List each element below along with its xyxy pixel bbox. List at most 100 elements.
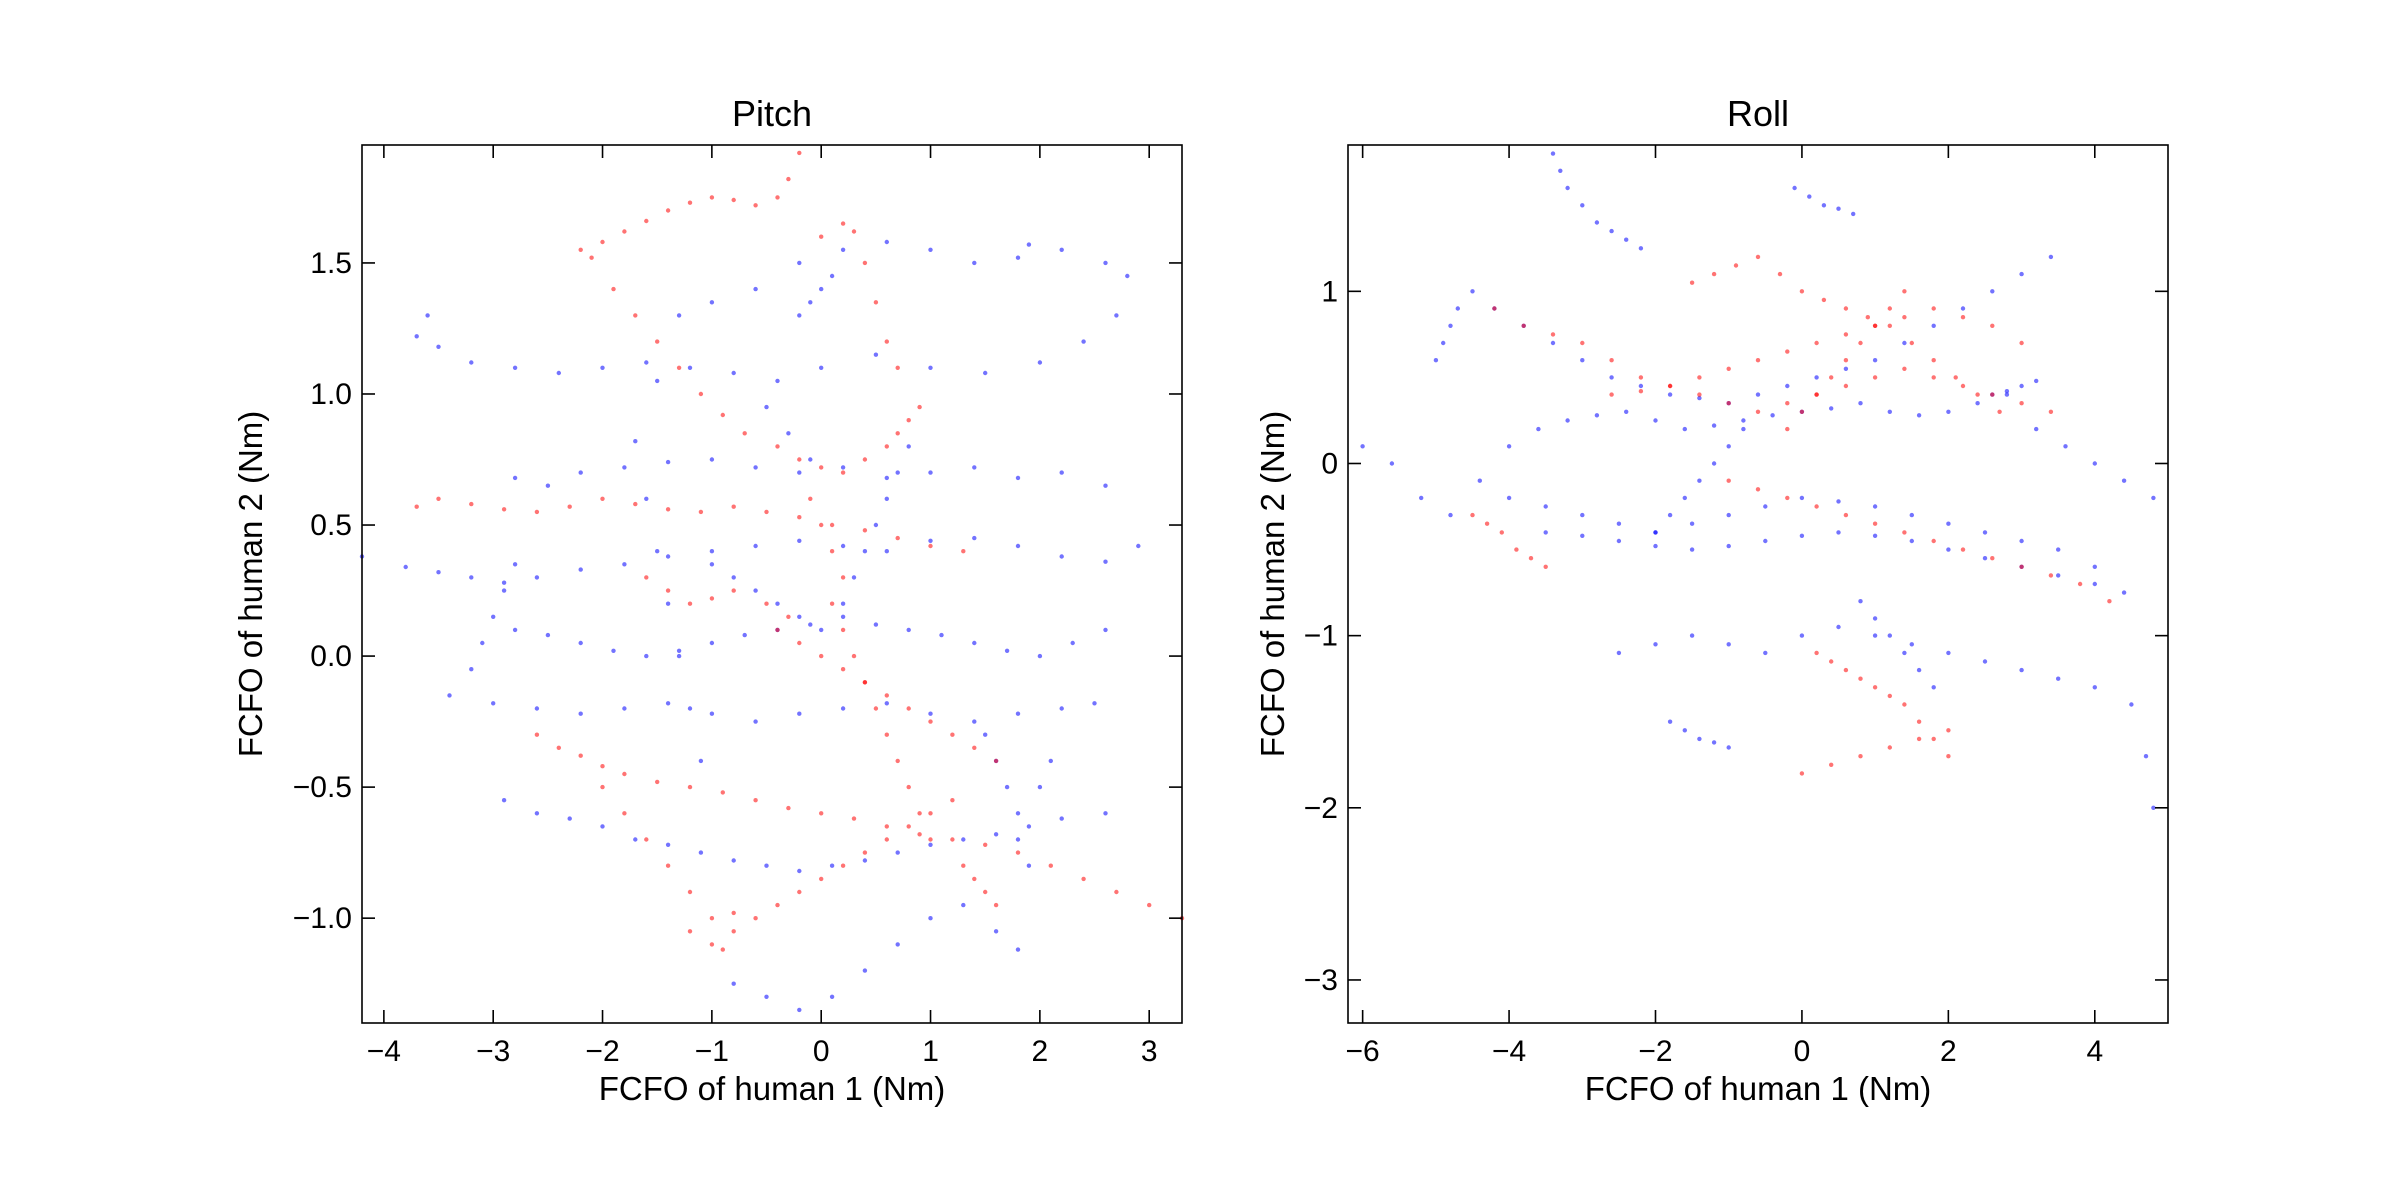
data-point-blue: [797, 313, 802, 318]
data-point-blue: [1565, 185, 1570, 191]
data-point-blue: [622, 465, 627, 470]
data-point-red: [851, 229, 857, 234]
x-tick-label: 4: [2086, 1035, 2103, 1068]
data-point-blue: [469, 575, 474, 580]
data-point-blue: [1004, 784, 1010, 790]
data-point-red: [622, 771, 627, 777]
data-point-red: [687, 784, 693, 790]
data-point-red: [1902, 530, 1907, 535]
data-point-red: [884, 824, 889, 829]
data-point-red: [589, 255, 594, 260]
data-point-red: [764, 509, 769, 515]
data-point-red: [687, 929, 693, 934]
data-point-blue: [1059, 247, 1064, 252]
data-point-blue: [512, 627, 518, 633]
data-point-red: [928, 837, 933, 842]
data-point-blue: [884, 475, 889, 481]
data-point-red: [775, 444, 780, 449]
data-point-blue: [1125, 273, 1130, 279]
data-point-blue: [1821, 203, 1827, 208]
data-point-blue: [819, 286, 824, 292]
data-point-blue: [797, 1007, 802, 1013]
data-point-red: [972, 745, 977, 750]
data-point-blue: [1580, 512, 1585, 518]
data-point-blue: [884, 549, 889, 554]
data-point-blue: [1909, 538, 1915, 544]
data-point-red: [644, 218, 649, 224]
data-point-blue: [578, 470, 583, 475]
data-point-red: [611, 286, 616, 292]
data-point-red: [1785, 349, 1790, 354]
data-point-blue: [709, 549, 715, 554]
data-point-red: [1872, 323, 1878, 328]
data-point-red: [819, 465, 824, 470]
data-point-red: [1755, 487, 1761, 492]
data-point-blue: [1726, 745, 1731, 750]
plot-frame: [1347, 144, 2169, 1024]
data-point-red: [775, 627, 780, 633]
data-point-blue: [2019, 383, 2024, 389]
data-point-blue: [512, 475, 518, 481]
pitch-chart: Pitch −4 −3 −2 −1 0 1 2 3 −1.0 −0.5 0.0 0.5 1.0 1.5 F…: [232, 93, 1185, 1107]
data-point-blue: [884, 239, 889, 245]
data-point-blue: [808, 622, 813, 627]
data-point-red: [928, 719, 933, 724]
data-point-blue: [1037, 653, 1043, 659]
data-point-blue: [1726, 543, 1731, 549]
data-point-blue: [840, 601, 846, 606]
data-point-blue: [665, 842, 671, 847]
data-point-red: [1872, 375, 1878, 380]
data-point-red: [906, 784, 911, 790]
data-point-blue: [578, 711, 583, 716]
data-point-blue: [436, 570, 441, 575]
data-point-blue: [1814, 375, 1819, 380]
data-point-red: [1799, 409, 1805, 414]
data-point-blue: [600, 824, 605, 829]
data-point-blue: [1711, 423, 1717, 428]
data-point-blue: [1624, 409, 1629, 414]
y-tick-label: −1.0: [293, 902, 352, 935]
data-point-red: [567, 504, 572, 509]
data-point-blue: [1103, 559, 1108, 564]
data-point-blue: [1037, 784, 1043, 790]
data-point-blue: [1594, 220, 1600, 225]
data-point-blue: [895, 942, 900, 947]
data-point-blue: [1726, 444, 1731, 449]
data-point-red: [1990, 556, 1995, 561]
data-point-blue: [928, 711, 933, 716]
data-point-red: [1638, 375, 1644, 380]
data-point-blue: [2056, 676, 2061, 681]
data-point-red: [1997, 409, 2002, 414]
data-point-red: [1755, 409, 1761, 414]
data-point-blue: [2151, 495, 2156, 501]
data-point-red: [895, 758, 900, 764]
data-point-red: [775, 902, 780, 908]
y-tick-label: 0: [1321, 447, 1338, 480]
data-point-red: [1872, 521, 1878, 526]
data-point-blue: [611, 648, 616, 653]
data-point-red: [644, 575, 649, 580]
data-point-blue: [1682, 728, 1688, 733]
data-point-red: [906, 418, 911, 423]
data-point-red: [1960, 315, 1966, 320]
data-point-red: [1609, 358, 1614, 363]
x-tick-label: −3: [476, 1035, 510, 1068]
data-point-red: [1887, 323, 1893, 328]
data-point-red: [709, 942, 715, 947]
x-tick-label: 2: [1032, 1035, 1049, 1068]
data-point-red: [917, 811, 922, 816]
data-point-red: [665, 208, 671, 213]
data-point-red: [1697, 375, 1702, 380]
data-point-red: [1081, 876, 1086, 882]
data-point-red: [917, 404, 922, 410]
data-point-blue: [665, 601, 671, 606]
data-point-red: [829, 522, 835, 528]
data-point-blue: [1609, 375, 1614, 380]
data-point-red: [961, 549, 966, 554]
data-point-red: [1843, 512, 1849, 518]
data-point-red: [884, 837, 889, 842]
data-point-red: [972, 876, 977, 882]
data-point-red: [665, 588, 671, 593]
data-point-blue: [797, 470, 802, 475]
data-point-blue: [1887, 409, 1893, 414]
